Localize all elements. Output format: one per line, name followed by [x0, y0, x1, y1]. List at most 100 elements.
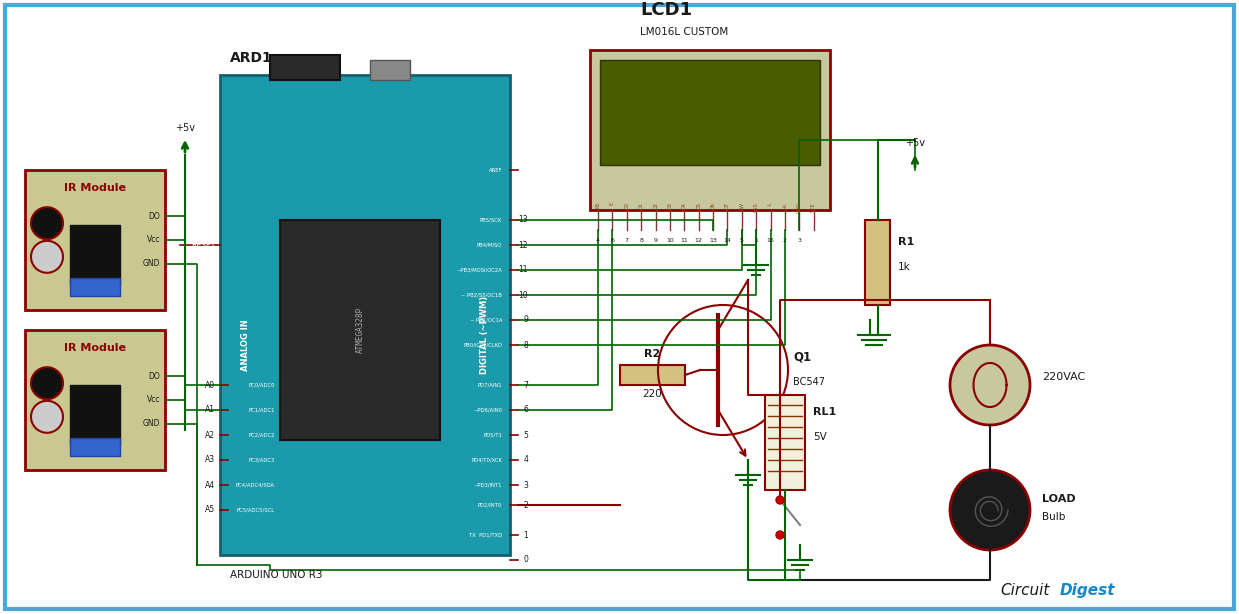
Text: D7: D7 — [725, 202, 730, 209]
Text: LM016L CUSTOM: LM016L CUSTOM — [641, 27, 729, 37]
Text: D0: D0 — [624, 202, 629, 209]
Text: RESET: RESET — [191, 241, 216, 249]
Text: R1: R1 — [898, 237, 914, 247]
Text: ~ PB1/OC1A: ~ PB1/OC1A — [470, 317, 502, 322]
Text: 14: 14 — [724, 238, 731, 243]
Circle shape — [31, 207, 63, 239]
Bar — [221, 75, 510, 555]
Text: ATMEGA328P: ATMEGA328P — [356, 307, 364, 353]
Text: 2: 2 — [523, 500, 528, 510]
Text: DO: DO — [149, 371, 160, 381]
Text: DIGITAL (~PWM): DIGITAL (~PWM) — [481, 296, 489, 374]
Text: 220VAC: 220VAC — [1042, 372, 1085, 382]
Text: 11: 11 — [680, 238, 688, 243]
Text: A5: A5 — [204, 505, 216, 515]
Text: +L: +L — [782, 202, 787, 209]
Text: D6: D6 — [710, 202, 715, 209]
Text: D5: D5 — [696, 202, 701, 209]
Text: IR Module: IR Module — [64, 183, 126, 193]
Bar — [590, 50, 830, 210]
Text: ARDUINO UNO R3: ARDUINO UNO R3 — [230, 570, 322, 580]
Text: PC3/ADC3: PC3/ADC3 — [249, 457, 275, 462]
Text: VEE: VEE — [812, 202, 817, 212]
Text: 5V: 5V — [813, 432, 826, 442]
Text: D2: D2 — [653, 202, 658, 209]
Text: -L: -L — [768, 202, 773, 206]
Circle shape — [31, 241, 63, 273]
Text: RW: RW — [740, 202, 745, 210]
Text: AREF: AREF — [488, 168, 502, 173]
Text: RX  PD0/RXD: RX PD0/RXD — [468, 558, 502, 562]
Text: VSS: VSS — [753, 202, 758, 212]
Text: +5v: +5v — [175, 123, 195, 133]
Text: 5: 5 — [523, 430, 528, 440]
Text: IR Module: IR Module — [64, 343, 126, 353]
Text: TX  PD1/TXD: TX PD1/TXD — [468, 532, 502, 537]
Text: 4: 4 — [523, 456, 528, 465]
Text: 1: 1 — [755, 238, 758, 243]
Circle shape — [776, 496, 784, 504]
Text: 8: 8 — [523, 341, 528, 349]
Text: 6: 6 — [523, 405, 528, 414]
Text: PC0/ADC0: PC0/ADC0 — [249, 383, 275, 387]
Text: BC547: BC547 — [793, 377, 825, 387]
Text: E: E — [610, 202, 615, 205]
Bar — [270, 55, 339, 80]
Text: 220: 220 — [643, 389, 663, 399]
Text: 16: 16 — [767, 238, 774, 243]
Text: Vcc: Vcc — [146, 395, 160, 405]
Text: 4: 4 — [596, 238, 600, 243]
Circle shape — [950, 345, 1030, 425]
Text: ~PB3/MOSI/OC2A: ~PB3/MOSI/OC2A — [456, 268, 502, 273]
Bar — [280, 220, 440, 440]
Bar — [25, 330, 165, 470]
Text: Q1: Q1 — [793, 350, 812, 363]
Text: GND: GND — [142, 259, 160, 268]
Text: ~PD3/INT1: ~PD3/INT1 — [473, 483, 502, 488]
Text: PB4/MISO: PB4/MISO — [477, 243, 502, 247]
Text: RL1: RL1 — [813, 407, 836, 417]
Text: 12: 12 — [518, 241, 528, 249]
Text: PC5/ADC5/SCL: PC5/ADC5/SCL — [237, 508, 275, 513]
Text: D1: D1 — [638, 202, 643, 209]
Text: R2: R2 — [644, 349, 660, 359]
Text: 5: 5 — [740, 238, 743, 243]
Text: 10: 10 — [518, 290, 528, 300]
Text: A1: A1 — [204, 405, 216, 414]
Text: 9: 9 — [523, 316, 528, 325]
Text: 3: 3 — [523, 481, 528, 489]
Text: PB5/SCK: PB5/SCK — [479, 217, 502, 222]
Text: Circuit: Circuit — [1000, 583, 1049, 598]
Bar — [370, 60, 410, 80]
Text: 2: 2 — [783, 238, 787, 243]
Text: 12: 12 — [695, 238, 703, 243]
Text: PD7/AIN1: PD7/AIN1 — [477, 383, 502, 387]
Text: 9: 9 — [653, 238, 658, 243]
Text: 7: 7 — [624, 238, 628, 243]
Text: PD2/INT0: PD2/INT0 — [478, 502, 502, 508]
Text: ANALOG IN: ANALOG IN — [240, 319, 249, 371]
Text: 11: 11 — [518, 265, 528, 274]
Text: VDD: VDD — [797, 202, 802, 213]
Bar — [25, 170, 165, 310]
Bar — [69, 438, 120, 456]
Bar — [69, 385, 120, 445]
Bar — [69, 225, 120, 285]
Text: PC1/ADC1: PC1/ADC1 — [249, 408, 275, 413]
Text: ~PD6/AIN0: ~PD6/AIN0 — [473, 408, 502, 413]
Circle shape — [950, 470, 1030, 550]
Text: GND: GND — [142, 419, 160, 429]
Bar — [764, 395, 805, 490]
Text: Digest: Digest — [1061, 583, 1115, 598]
Text: 7: 7 — [523, 381, 528, 389]
Bar — [865, 220, 890, 305]
Circle shape — [776, 531, 784, 539]
Text: 1k: 1k — [898, 262, 911, 272]
Text: PD4/T0/XCK: PD4/T0/XCK — [471, 457, 502, 462]
Text: 13: 13 — [518, 216, 528, 225]
Text: D3: D3 — [668, 202, 673, 209]
Text: +5v: +5v — [904, 138, 926, 148]
Text: 13: 13 — [709, 238, 717, 243]
Text: DO: DO — [149, 212, 160, 220]
Text: 8: 8 — [639, 238, 643, 243]
